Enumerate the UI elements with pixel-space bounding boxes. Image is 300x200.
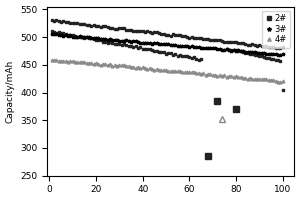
4# bbox=[279, 81, 282, 83]
2# bbox=[103, 25, 107, 27]
3# bbox=[52, 33, 56, 35]
Line: 3#: 3# bbox=[50, 32, 284, 57]
4# bbox=[262, 78, 266, 80]
4# bbox=[269, 79, 273, 81]
3# bbox=[171, 44, 175, 47]
3# bbox=[97, 37, 100, 39]
3# bbox=[265, 53, 268, 55]
Line: 2#: 2# bbox=[50, 19, 284, 50]
2# bbox=[169, 34, 172, 37]
3# bbox=[281, 53, 285, 56]
3# bbox=[190, 45, 194, 47]
2# bbox=[281, 46, 285, 49]
4# bbox=[94, 62, 98, 65]
4# bbox=[281, 80, 285, 82]
4# bbox=[50, 59, 54, 61]
4# bbox=[103, 63, 107, 66]
2# bbox=[262, 44, 266, 47]
4# bbox=[169, 70, 172, 72]
Y-axis label: Capacity/mAh: Capacity/mAh bbox=[6, 60, 15, 123]
2# bbox=[94, 24, 98, 27]
3# bbox=[50, 33, 54, 36]
Legend: 2#, 3#, 4#: 2#, 3#, 4# bbox=[262, 11, 290, 48]
3# bbox=[272, 53, 275, 56]
2# bbox=[50, 19, 54, 21]
2# bbox=[188, 36, 191, 39]
3# bbox=[279, 54, 282, 56]
Line: 4#: 4# bbox=[50, 58, 284, 83]
3# bbox=[106, 38, 110, 41]
2# bbox=[269, 46, 273, 48]
4# bbox=[188, 71, 191, 73]
2# bbox=[279, 47, 282, 50]
